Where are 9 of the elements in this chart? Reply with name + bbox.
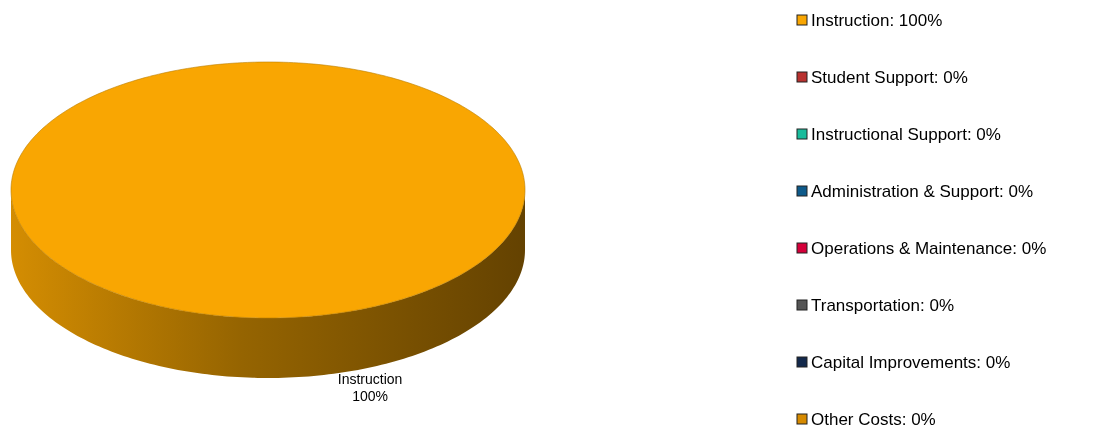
legend-label: Instruction: 100% xyxy=(811,10,943,30)
legend-label: Capital Improvements: 0% xyxy=(811,352,1011,372)
legend-label: Other Costs: 0% xyxy=(811,409,936,427)
legend-label: Student Support: 0% xyxy=(811,67,968,87)
legend-label: Instructional Support: 0% xyxy=(811,124,1001,144)
text: Instruction 100% xyxy=(337,371,403,405)
legend-label: Transportation: 0% xyxy=(811,295,954,315)
legend-label: Administration & Support: 0% xyxy=(811,181,1034,201)
legend-label: Operations & Maintenance: 0% xyxy=(811,238,1047,258)
